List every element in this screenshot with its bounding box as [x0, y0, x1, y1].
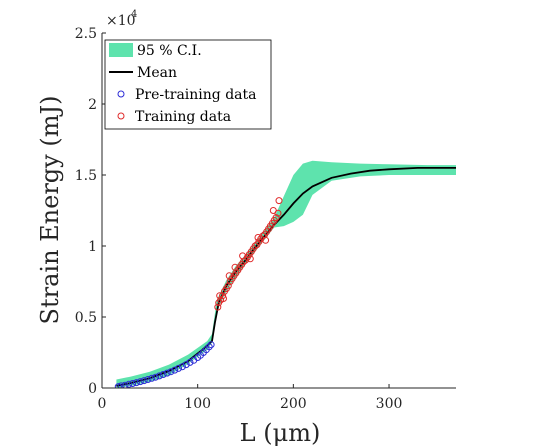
training-point	[275, 197, 283, 205]
pretraining-point	[121, 381, 129, 388]
training-point	[239, 252, 247, 260]
pretraining-point	[129, 380, 137, 387]
y-tick-label: 0	[88, 381, 97, 397]
pretraining-point	[175, 364, 182, 372]
legend: 95 % C.I. Mean Pre-training data Trainin…	[104, 39, 272, 130]
y-exponent-base: ×10	[106, 13, 136, 29]
x-axis-title: L (μm)	[240, 419, 321, 447]
legend-ci-swatch	[109, 43, 133, 57]
pretraining-point	[144, 376, 152, 383]
axes	[101, 32, 456, 389]
training-point	[231, 263, 239, 271]
legend-pretraining-label: Pre-training data	[135, 87, 256, 103]
y-tick-label: 1.5	[75, 168, 97, 184]
pretraining-point	[159, 371, 167, 378]
y-tick-label: 1	[88, 239, 97, 255]
pretraining-point	[155, 372, 163, 380]
pretraining-point	[163, 369, 171, 377]
training-point	[220, 295, 227, 302]
x-tick-label: 200	[280, 396, 307, 412]
pretraining-point	[132, 379, 140, 387]
training-point	[224, 282, 232, 290]
legend-pretraining-marker	[117, 90, 125, 98]
x-tick-label: 100	[184, 396, 211, 412]
pretraining-point	[148, 374, 156, 382]
pretraining-point	[182, 361, 190, 369]
pretraining-point	[152, 373, 160, 381]
x-tick-label: 300	[376, 396, 403, 412]
pretraining-point	[114, 383, 122, 388]
pretraining-point	[178, 363, 186, 371]
pretraining-point	[136, 378, 144, 386]
training-point	[225, 272, 233, 280]
pretraining-point	[171, 366, 179, 374]
pretraining-point	[125, 380, 133, 388]
training-point	[272, 214, 280, 222]
pretraining-point	[205, 343, 213, 351]
training-point	[251, 242, 259, 250]
ci-band	[116, 160, 456, 388]
plot-area	[114, 160, 456, 388]
y-tick-label: 2.5	[75, 26, 97, 42]
y-exponent-power: 4	[131, 9, 137, 20]
pretraining-point	[167, 368, 175, 376]
y-tick-label: 2	[88, 97, 97, 113]
pretraining-point	[207, 341, 215, 349]
legend-mean-label: Mean	[137, 65, 177, 81]
plot-content	[114, 160, 456, 388]
legend-training-marker	[117, 112, 125, 120]
training-point	[214, 303, 222, 311]
pretraining-point	[186, 358, 194, 366]
pretraining-point	[140, 377, 148, 385]
y-axis-title: Strain Energy (mJ)	[36, 96, 64, 325]
training-point	[262, 236, 270, 244]
legend-training-label: Training data	[135, 109, 231, 125]
x-tick-label: 0	[98, 396, 107, 412]
pretraining-point	[117, 382, 125, 388]
legend-ci-label: 95 % C.I.	[137, 43, 202, 59]
y-tick-label: 0.5	[75, 310, 97, 326]
training-point	[246, 255, 254, 263]
training-point	[254, 234, 262, 241]
tick-labels: 0 100 200 300 0 0.5 1 1.5 2 2.5	[75, 26, 403, 412]
training-point	[269, 207, 277, 214]
